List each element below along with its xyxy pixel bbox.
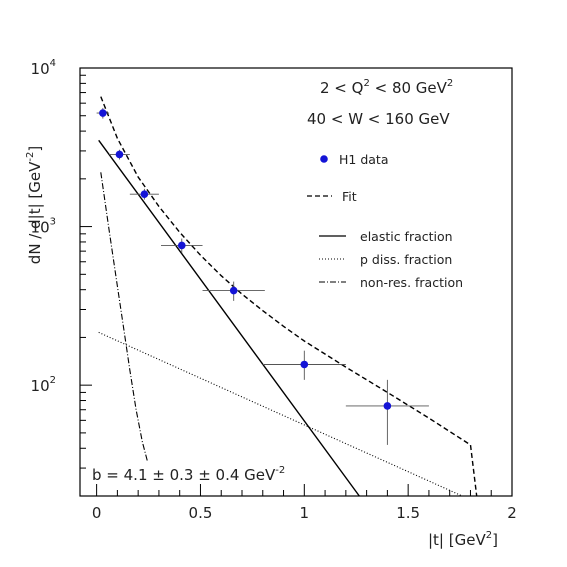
non-res-fraction-curve <box>100 172 149 462</box>
data-point <box>300 360 309 369</box>
legend-marker-h1-data <box>320 155 328 163</box>
x-tick-label: 1.5 <box>396 504 420 522</box>
x-tick-label: 2 <box>507 504 517 522</box>
data-points <box>96 107 429 445</box>
q2-range-annotation: 2 < Q2 < 80 GeV2 <box>320 78 453 97</box>
y-tick-label: 102 <box>31 375 56 395</box>
legend-label-elastic: elastic fraction <box>360 229 453 244</box>
x-axis-ticks: 0 0.5 1 1.5 2 <box>92 484 517 522</box>
data-point <box>177 241 186 250</box>
legend-label-p-diss: p diss. fraction <box>360 252 452 267</box>
elastic-fraction-curve <box>98 139 360 497</box>
legend-label-fit: Fit <box>342 189 357 204</box>
fit-curve <box>100 96 478 497</box>
y-axis-ticks: 104 103 102 <box>31 58 92 469</box>
plot-frame <box>79 67 513 497</box>
data-point <box>383 402 392 410</box>
p-diss-fraction-curve <box>98 331 463 497</box>
legend-label-h1-data: H1 data <box>339 152 388 167</box>
slope-annotation: b = 4.1 ± 0.3 ± 0.4 GeV-2 <box>92 465 285 484</box>
legend: H1 data Fit elastic fraction p diss. fra… <box>307 152 463 290</box>
curves <box>98 96 478 497</box>
x-axis-label: |t| [GeV2] <box>428 530 498 549</box>
data-point <box>99 109 107 117</box>
x-tick-label: 1 <box>300 504 310 522</box>
w-range-annotation: 40 < W < 160 GeV <box>307 110 450 128</box>
x-tick-label: 0.5 <box>189 504 213 522</box>
data-point <box>140 190 149 199</box>
y-axis-label: dN / d|t| [GeV-2] <box>25 146 44 264</box>
y-tick-label: 103 <box>31 217 56 237</box>
data-point <box>115 150 124 159</box>
legend-label-non-res: non-res. fraction <box>360 275 463 290</box>
x-tick-label: 0 <box>92 504 102 522</box>
data-point <box>229 286 238 295</box>
y-tick-label: 104 <box>31 58 56 78</box>
